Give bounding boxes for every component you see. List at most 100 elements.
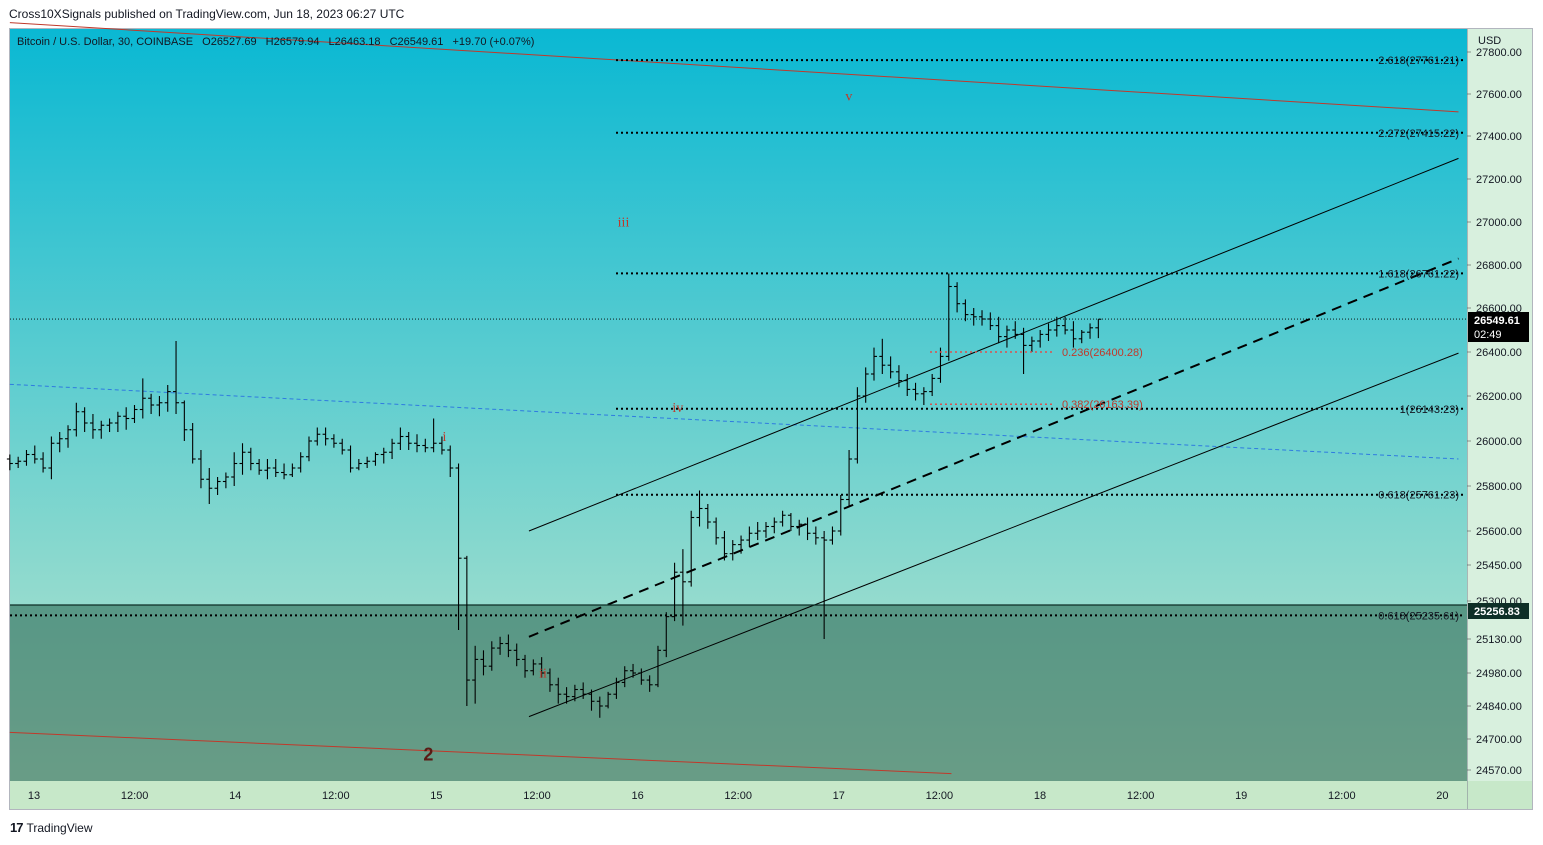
ohlc-bar (538, 657, 545, 678)
ohlc-bar (264, 459, 271, 480)
ohlc-bar (1037, 330, 1044, 348)
ohlc-bar (389, 438, 396, 459)
time-tick-label: 15 (430, 790, 442, 802)
legend-close: C26549.61 (390, 36, 444, 48)
ohlc-bar (746, 526, 753, 547)
ohlc-bar (679, 549, 686, 626)
ohlc-bar (31, 445, 38, 464)
ohlc-bar (638, 668, 645, 685)
ohlc-bar (380, 447, 387, 464)
ohlc-bar (405, 432, 412, 450)
ohlc-bar (713, 517, 720, 545)
price-tick-label: 26000.00 (1476, 436, 1522, 448)
ohlc-bar (247, 447, 254, 471)
last-price-countdown: 02:49 (1474, 329, 1502, 341)
ohlc-bar (596, 696, 603, 718)
ohlc-bar (314, 427, 321, 446)
ohlc-bar (289, 463, 296, 477)
ohlc-bar (937, 347, 944, 383)
ohlc-bar (1087, 323, 1094, 339)
wave-label: ii (539, 667, 547, 682)
ohlc-bar (40, 452, 47, 473)
ohlc-bar (887, 356, 894, 379)
channel-lower-line (528, 352, 1459, 718)
time-tick-label: 18 (1034, 790, 1046, 802)
tradingview-logo-icon: 17 (10, 820, 24, 835)
price-tick-label: 24840.00 (1476, 701, 1522, 713)
ohlc-bar (181, 400, 188, 441)
ohlc-bar (497, 636, 504, 655)
ohlc-bar (397, 427, 404, 450)
publisher-caption: Cross10XSignals published on TradingView… (9, 7, 405, 21)
wave-label: 2 (423, 744, 433, 764)
time-tick-label: 13 (28, 790, 40, 802)
ohlc-bar (671, 562, 678, 622)
ohlc-bar (322, 427, 329, 446)
demand-zone (10, 605, 1467, 781)
wave-label: iv (672, 401, 683, 416)
ohlc-bar (663, 612, 670, 658)
ohlc-bar (829, 526, 836, 545)
wave-label: v (845, 89, 852, 104)
ohlc-bar (305, 436, 312, 462)
zone-price-tag: 25256.83 (1468, 603, 1529, 619)
ohlc-bar (630, 663, 637, 678)
price-tick-label: 26200.00 (1476, 391, 1522, 403)
ohlc-bar (48, 436, 55, 480)
tradingview-logo[interactable]: 17 TradingView (10, 820, 93, 835)
time-tick-label: 20 (1436, 790, 1448, 802)
ohlc-bar (696, 490, 703, 527)
ohlc-bar (430, 418, 437, 453)
ohlc-bar (945, 273, 952, 361)
ohlc-bar (688, 510, 695, 587)
chart-frame (9, 28, 1533, 810)
ohlc-bar (621, 666, 628, 688)
ohlc-bar (762, 522, 769, 538)
ohlc-bar (488, 641, 495, 671)
ohlc-bar (729, 540, 736, 561)
ohlc-bar (862, 367, 869, 403)
ohlc-bar (355, 459, 362, 471)
ohlc-bar (929, 374, 936, 396)
ohlc-bar (347, 445, 354, 473)
price-tick-label: 26800.00 (1476, 260, 1522, 272)
ohlc-bar (522, 654, 529, 678)
price-tick-label: 25800.00 (1476, 481, 1522, 493)
ohlc-bar (904, 374, 911, 396)
ohlc-bar (546, 668, 553, 692)
retracement-label: 0.382(26163.39) (1062, 399, 1143, 411)
ohlc-bar (114, 411, 121, 432)
ohlc-bar (65, 425, 72, 448)
ohlc-bar (123, 407, 130, 430)
ohlc-bar (555, 677, 562, 704)
ohlc-bar (1045, 323, 1052, 341)
legend-low: L26463.18 (329, 36, 381, 48)
zone-price-value: 25256.83 (1474, 606, 1520, 618)
time-axis-panel (10, 781, 1532, 809)
ohlc-bar (173, 341, 180, 414)
ohlc-bar (605, 691, 612, 709)
ohlc-bar (480, 650, 487, 676)
wave-label: i (443, 430, 447, 445)
fib-level-label: 2.618(27761.21) (1378, 55, 1459, 67)
time-tick-label: 14 (229, 790, 241, 802)
ohlc-bar (895, 365, 902, 388)
ohlc-bar (513, 643, 520, 667)
price-tick-label: 25450.00 (1476, 560, 1522, 572)
time-tick-label: 12:00 (1328, 790, 1356, 802)
ohlc-bar (1053, 316, 1060, 337)
channel-upper-line (528, 157, 1459, 532)
ohlc-bar (979, 310, 986, 326)
ohlc-bar (912, 382, 919, 401)
ohlc-bar (995, 316, 1002, 344)
ohlc-bar (787, 513, 794, 531)
ohlc-bar (738, 535, 745, 554)
tradingview-logo-text: TradingView (26, 820, 93, 835)
ohlc-bar (854, 387, 861, 464)
ohlc-bar (588, 689, 595, 711)
ohlc-bar (23, 450, 30, 466)
ohlc-bar (954, 282, 961, 313)
ohlc-bar (879, 338, 886, 374)
ohlc-bar (6, 454, 13, 471)
